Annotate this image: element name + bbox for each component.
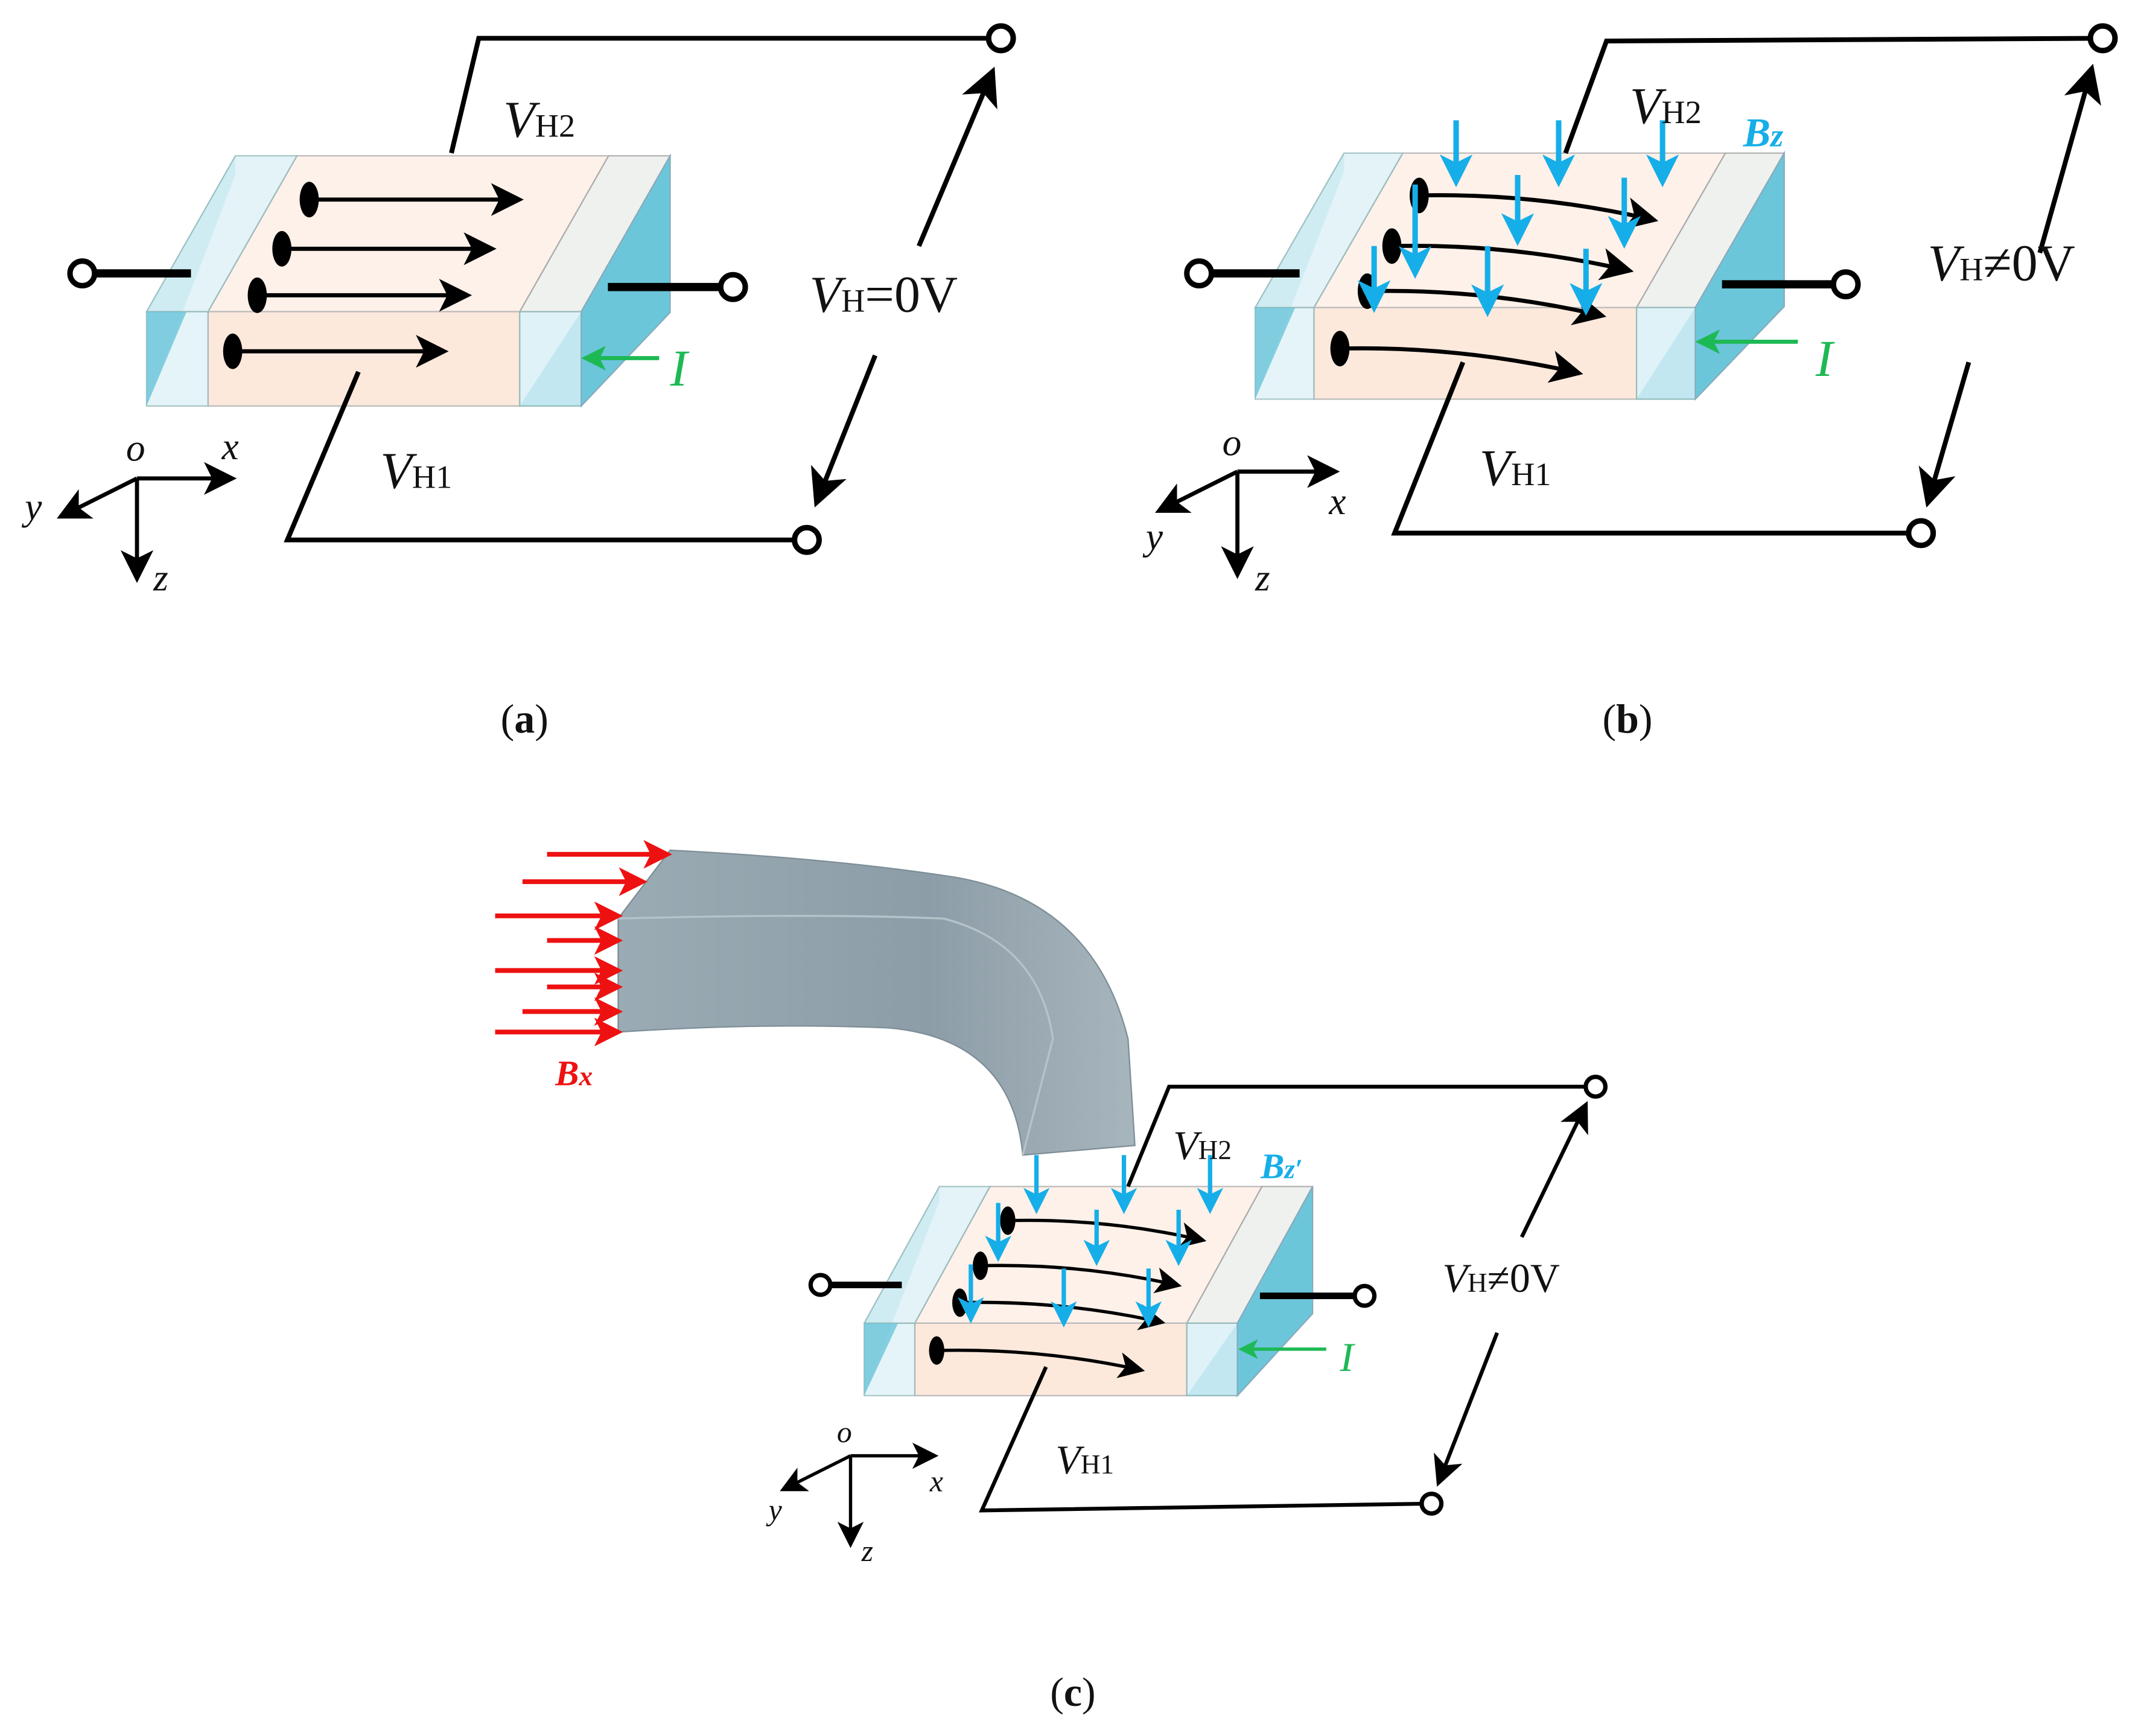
voltage-arrow-down xyxy=(1434,1332,1499,1487)
bx-field-arrows xyxy=(495,840,672,1047)
left-terminal xyxy=(1184,258,1215,288)
axis-x-label: x xyxy=(1328,480,1346,523)
y-axis-arrow xyxy=(1155,469,1239,513)
axis-y-label: y xyxy=(21,485,42,528)
vh2-label: VH2 xyxy=(1173,1122,1232,1168)
electron xyxy=(1330,331,1350,367)
vh1-label: VH1 xyxy=(1055,1437,1114,1483)
axis-z-label: z xyxy=(1255,556,1270,599)
electron xyxy=(973,1251,988,1280)
electron-drift-arrow xyxy=(980,1264,1182,1294)
vh2-terminal xyxy=(985,23,1016,54)
vh1-terminal xyxy=(1906,518,1936,548)
left-terminal xyxy=(67,258,98,288)
caption-a: (a) xyxy=(501,696,549,742)
vh-label: VH≠0V xyxy=(1442,1255,1560,1301)
vh2-label: VH2 xyxy=(503,91,575,148)
vh1-terminal xyxy=(792,524,822,555)
hall-plate-front xyxy=(207,311,521,407)
axis-o-label: o xyxy=(1223,421,1242,463)
electron-drift-arrow xyxy=(1392,243,1634,281)
left-electrode-shade xyxy=(1255,307,1296,399)
voltage-arrow-down xyxy=(810,354,877,508)
axis-y-label: y xyxy=(766,1493,783,1527)
vh2-label: VH2 xyxy=(1630,77,1702,135)
right-electrode-front xyxy=(519,311,582,407)
electron xyxy=(299,182,319,218)
vh1-label: VH1 xyxy=(380,442,452,500)
right-electrode-shade xyxy=(1637,307,1696,399)
axis-o-label: o xyxy=(837,1416,852,1449)
voltage-arrow-up xyxy=(2037,63,2101,254)
panel-a-labels: VH2 VH1 VH=0V I o x y z (a) xyxy=(21,91,958,742)
current-label: I xyxy=(669,339,690,397)
vh1-wire xyxy=(1391,361,1921,536)
vh2-wire xyxy=(449,36,1001,154)
vh1-wire xyxy=(979,1366,1432,1513)
electron xyxy=(1382,228,1402,264)
axis-x-label: x xyxy=(221,425,238,468)
vh2-terminal xyxy=(1583,1075,1608,1099)
axis-o-label: o xyxy=(126,426,145,469)
panel-b-labels: VH2 VH1 VH≠0V Bz I o x y z (b) xyxy=(1142,77,2075,742)
right-electrode-side xyxy=(581,153,671,408)
panel-a xyxy=(57,23,1016,583)
caption-b: (b) xyxy=(1602,696,1652,742)
vh2-terminal xyxy=(2087,23,2118,54)
flux-concentrator xyxy=(617,849,1136,1156)
right-electrode-front xyxy=(1635,307,1696,400)
axis-y-label: y xyxy=(1142,515,1163,558)
y-axis-arrow xyxy=(780,1454,851,1492)
left-terminal xyxy=(808,1273,833,1297)
bz-label: Bz xyxy=(1743,109,1783,155)
vh1-wire xyxy=(284,370,807,542)
voltage-arrow-down xyxy=(1918,361,1971,508)
y-axis-arrow xyxy=(57,476,138,519)
right-terminal xyxy=(717,272,748,302)
right-electrode-shade xyxy=(1186,1323,1238,1396)
panel-c xyxy=(495,840,1608,1548)
right-terminal xyxy=(1830,269,1861,300)
bz-prime-label: Bz′ xyxy=(1260,1147,1303,1186)
axis-z-label: z xyxy=(861,1534,873,1568)
vh1-terminal xyxy=(1419,1491,1444,1516)
hall-plate-front xyxy=(914,1322,1188,1397)
current-label: I xyxy=(1340,1334,1356,1380)
right-electrode-front xyxy=(1186,1322,1238,1397)
panel-b xyxy=(1155,23,2118,579)
voltage-arrow-up xyxy=(1519,1101,1588,1238)
vh2-wire xyxy=(1563,36,2103,154)
vh-label: VH=0V xyxy=(810,265,958,323)
bx-label: Bx xyxy=(555,1054,593,1093)
voltage-arrow-up xyxy=(917,66,997,247)
current-label: I xyxy=(1815,329,1836,387)
axis-z-label: z xyxy=(153,556,168,599)
electron-drift-arrow xyxy=(1340,346,1583,383)
vh1-label: VH1 xyxy=(1480,439,1551,497)
caption-c: (c) xyxy=(1050,1669,1095,1715)
axis-x-label: x xyxy=(929,1465,943,1498)
vh2-wire xyxy=(1126,1084,1596,1188)
right-terminal xyxy=(1352,1283,1377,1308)
electron-drift-arrow xyxy=(937,1348,1145,1378)
vh-label: VH≠0V xyxy=(1928,234,2075,291)
panel-c-labels: VH2 VH1 VH≠0V Bz′ Bx I o x y z (c) xyxy=(555,1054,1560,1715)
